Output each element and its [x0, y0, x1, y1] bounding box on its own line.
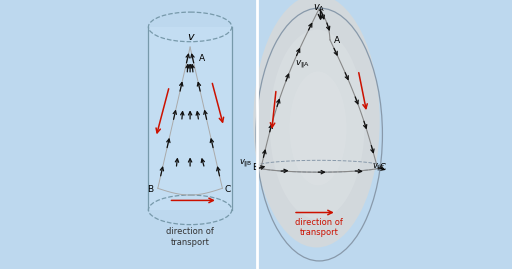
Text: $\mathit{v}_{\|{\rm C}}$: $\mathit{v}_{\|{\rm C}}$: [372, 162, 386, 174]
Text: C: C: [379, 163, 386, 172]
Text: B: B: [147, 185, 153, 194]
Ellipse shape: [253, 0, 380, 247]
Text: A: A: [334, 36, 340, 45]
Ellipse shape: [290, 72, 347, 185]
Ellipse shape: [270, 30, 365, 219]
Text: A: A: [199, 54, 205, 63]
Text: $\mathit{v}_{\rm A}$: $\mathit{v}_{\rm A}$: [313, 2, 326, 14]
Polygon shape: [148, 27, 232, 210]
Text: $\mathit{v}$: $\mathit{v}$: [186, 32, 195, 42]
Text: C: C: [224, 185, 230, 194]
Text: $\mathit{v}_{\|{\rm A}}$: $\mathit{v}_{\|{\rm A}}$: [295, 59, 310, 70]
Text: $\mathit{v}_{\|{\rm B}}$: $\mathit{v}_{\|{\rm B}}$: [239, 158, 253, 169]
Text: direction of
transport: direction of transport: [166, 227, 214, 247]
Text: B: B: [252, 163, 259, 172]
Text: direction of
transport: direction of transport: [295, 218, 343, 237]
